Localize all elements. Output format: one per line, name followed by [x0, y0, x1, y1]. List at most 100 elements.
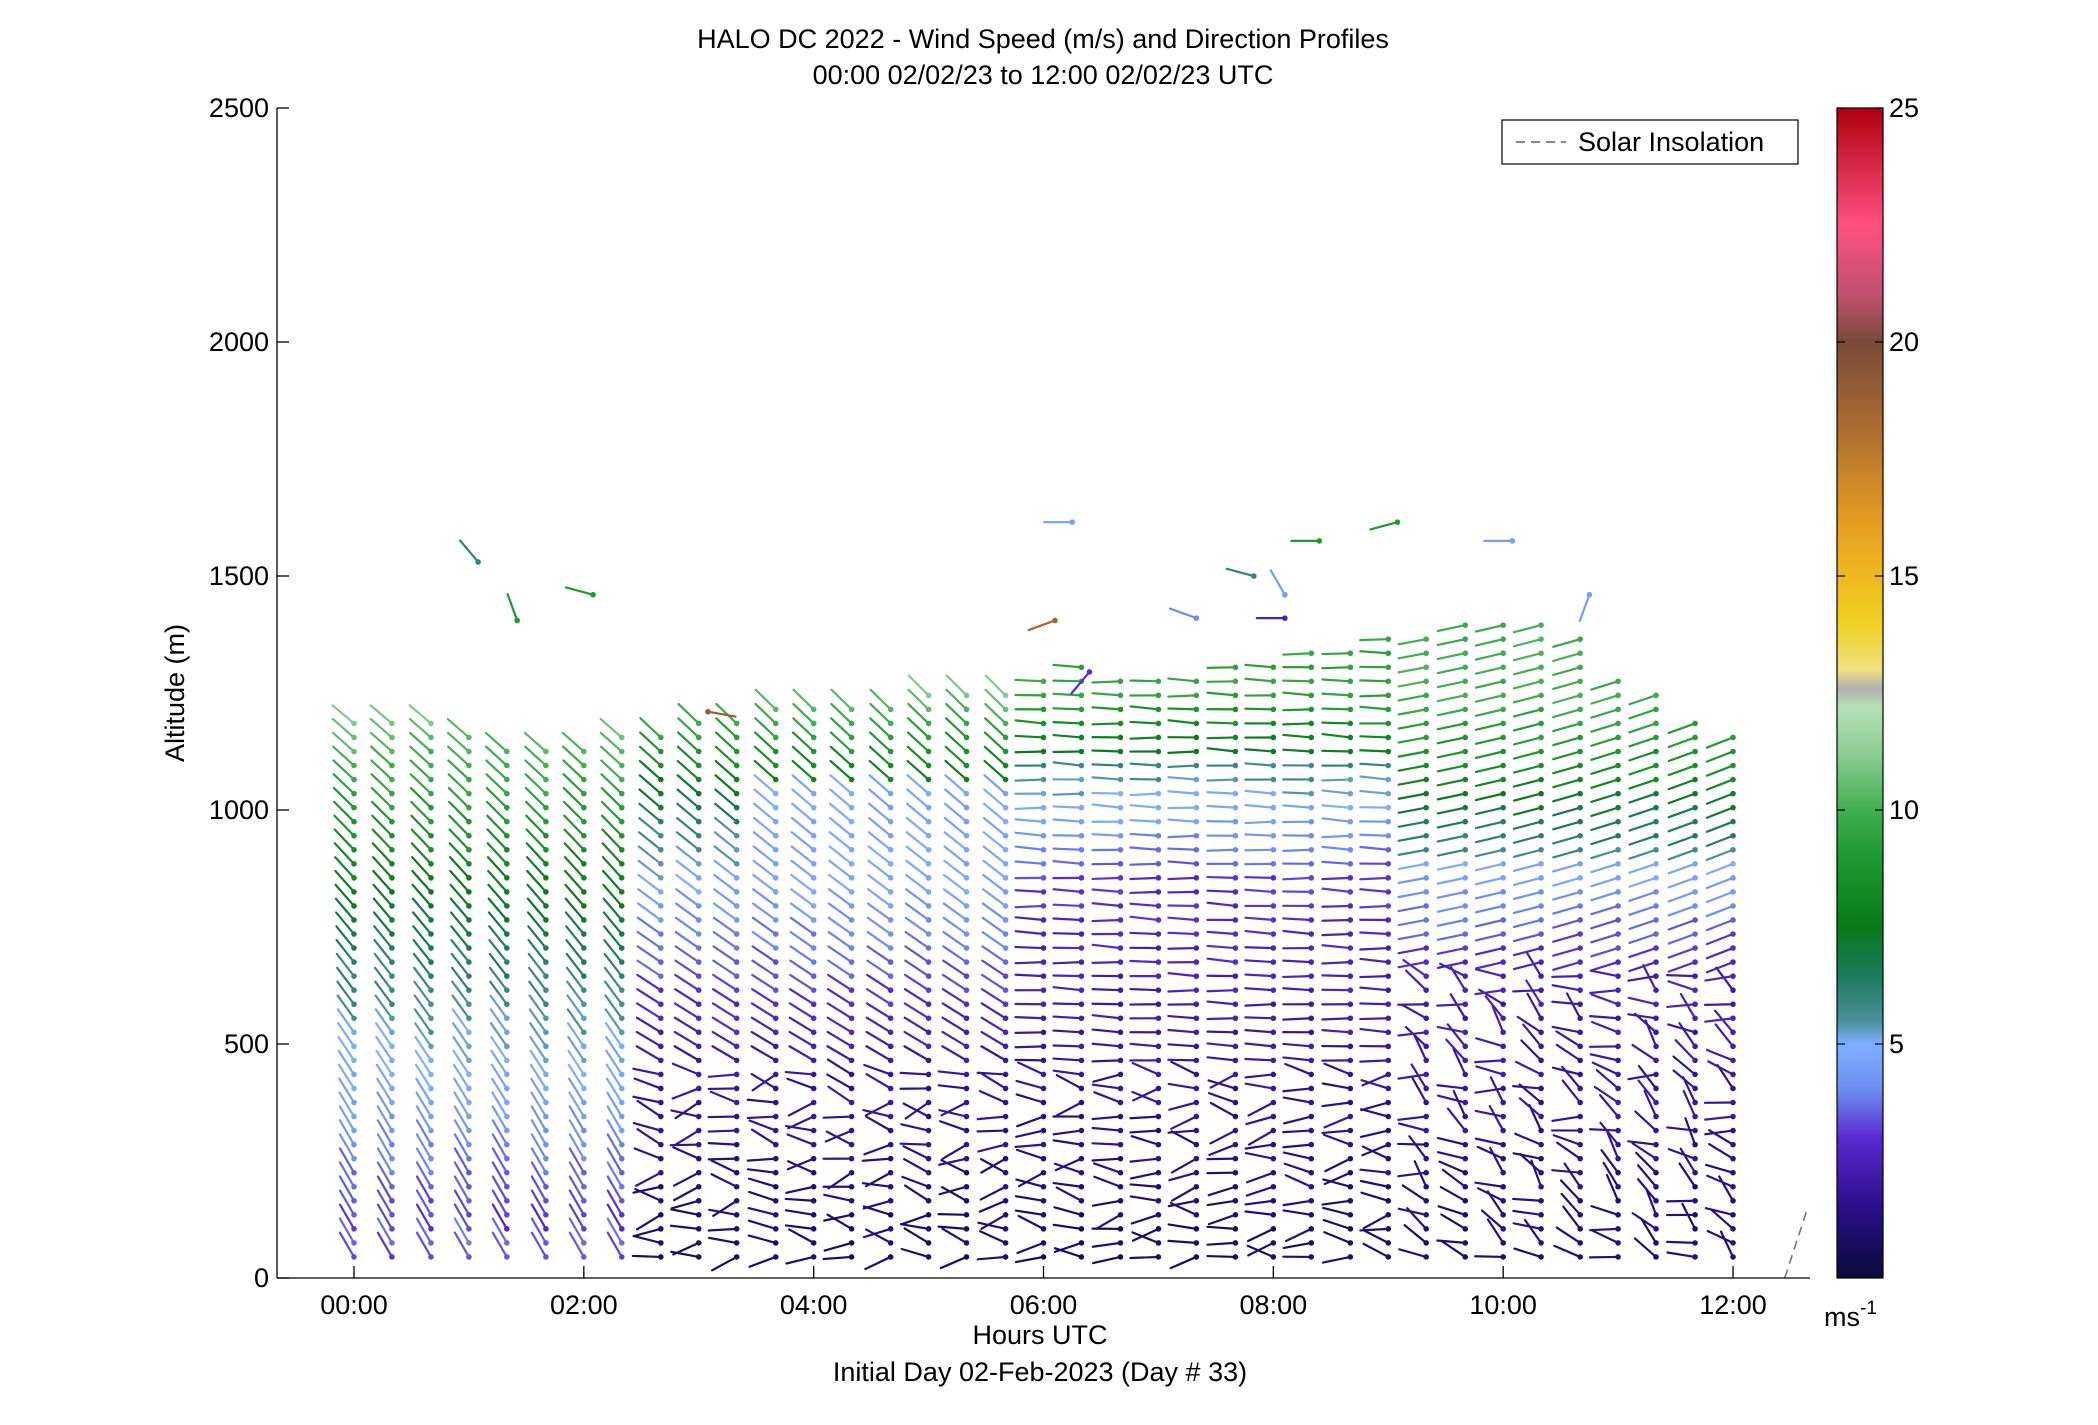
wind-barb: [568, 1217, 585, 1245]
wind-barb: [1129, 1042, 1160, 1048]
wind-barb-dot: [887, 1141, 894, 1148]
wind-barb-dot: [618, 1085, 625, 1092]
wind-barb-dot: [810, 1099, 817, 1106]
wind-barb: [1282, 1241, 1313, 1250]
wind-barb: [1631, 1212, 1658, 1230]
wind-barb-dot: [1155, 1226, 1162, 1232]
wind-barb: [1436, 834, 1467, 843]
wind-barb-dot: [1538, 1212, 1544, 1218]
wind-barb: [1628, 946, 1658, 959]
wind-barb: [1551, 1169, 1582, 1174]
wind-barb: [867, 859, 892, 879]
wind-barb: [1636, 1164, 1658, 1188]
wind-barb-dot: [1193, 615, 1200, 621]
wind-barb-dot: [1155, 903, 1162, 909]
wind-barb-dot: [1653, 790, 1659, 797]
wind-barb: [1560, 1192, 1582, 1216]
wind-barb: [529, 1049, 548, 1076]
wind-barb-dot: [1385, 1015, 1392, 1022]
wind-barb: [1552, 778, 1582, 789]
wind-barb-dot: [1615, 1254, 1621, 1260]
wind-barb-dot: [1500, 678, 1506, 685]
wind-barb: [1666, 1003, 1697, 1009]
wind-barb: [868, 745, 892, 767]
wind-barb-dot: [1117, 1197, 1124, 1204]
wind-barb: [1359, 650, 1390, 655]
wind-barb-dot: [848, 1212, 855, 1218]
wind-barb: [1667, 1148, 1697, 1160]
wind-barb: [1016, 1241, 1045, 1255]
wind-barb: [1474, 708, 1505, 717]
wind-barb-dot: [1730, 1141, 1736, 1148]
wind-barb-dot: [1117, 1183, 1124, 1190]
wind-barb: [1436, 820, 1467, 829]
wind-barb-dot: [925, 1057, 932, 1064]
wind-barb-dot: [1462, 1001, 1469, 1008]
wind-barb-dot: [1078, 692, 1085, 699]
wind-barb: [527, 925, 548, 950]
wind-barb: [1052, 1181, 1083, 1188]
wind-barb: [792, 688, 815, 711]
wind-barb-dot: [1078, 945, 1085, 951]
wind-barb: [1282, 748, 1313, 753]
wind-barb: [1436, 862, 1467, 871]
wind-barb-dot: [963, 987, 970, 993]
wind-barb: [1324, 1157, 1352, 1173]
wind-barb-dot: [1577, 1001, 1583, 1008]
wind-barb: [568, 1077, 585, 1104]
wind-barb-dot: [1538, 1099, 1544, 1106]
wind-barb: [1397, 1207, 1428, 1216]
wind-barb-dot: [1500, 987, 1506, 993]
wind-barb-dot: [1423, 818, 1429, 825]
wind-barb-dot: [810, 1085, 817, 1092]
wind-barb: [906, 774, 930, 795]
wind-barb: [829, 788, 853, 809]
wind-barb-dot: [810, 1127, 817, 1134]
wind-barb-dot: [389, 1155, 395, 1162]
wind-barb: [827, 1171, 853, 1190]
wind-barb: [1402, 958, 1428, 978]
wind-barb: [485, 786, 508, 809]
wind-barb-dot: [1117, 1226, 1124, 1232]
wind-barb-dot: [1577, 692, 1583, 699]
wind-barb-dot: [428, 1113, 434, 1120]
wind-barb: [601, 814, 623, 837]
wind-barb-dot: [618, 987, 625, 993]
wind-barb-dot: [1155, 832, 1162, 839]
wind-barb-dot: [772, 706, 779, 713]
wind-barb-dot: [1193, 1001, 1200, 1008]
wind-barb: [822, 1115, 853, 1119]
wind-barb: [1129, 1255, 1160, 1260]
wind-barb-dot: [810, 1155, 817, 1162]
wind-barb-dot: [658, 748, 664, 755]
wind-barb: [1282, 917, 1313, 922]
wind-barb: [1361, 1145, 1390, 1160]
colorbar-tick-label: 25: [1889, 93, 1919, 123]
wind-barb-dot: [1308, 720, 1315, 727]
wind-barb: [675, 873, 700, 894]
wind-barb: [1475, 1065, 1505, 1076]
wind-barb-dot: [1462, 1197, 1469, 1204]
wind-barb: [1244, 1003, 1275, 1007]
wind-barb-dot: [543, 1127, 549, 1134]
wind-barb: [413, 1008, 433, 1034]
wind-barb-dot: [658, 1127, 664, 1134]
wind-barb: [638, 759, 662, 781]
wind-barb: [984, 674, 1007, 697]
wind-barb: [1552, 904, 1582, 915]
wind-barb: [410, 828, 433, 851]
wind-barb-dot: [1078, 1155, 1085, 1162]
wind-barb: [1014, 1143, 1045, 1149]
wind-barb: [414, 1063, 433, 1090]
wind-barb: [903, 1002, 930, 1020]
wind-barb-dot: [810, 973, 817, 979]
wind-barb-dot: [351, 1212, 357, 1218]
wind-barb: [983, 788, 1007, 809]
wind-barb: [980, 988, 1007, 1006]
wind-barb: [1589, 1053, 1620, 1062]
wind-barb-dot: [581, 917, 587, 923]
wind-barb-dot: [733, 945, 740, 951]
wind-barb: [1091, 988, 1122, 992]
wind-barb-dot: [1232, 1141, 1239, 1148]
wind-barb: [674, 1101, 700, 1120]
